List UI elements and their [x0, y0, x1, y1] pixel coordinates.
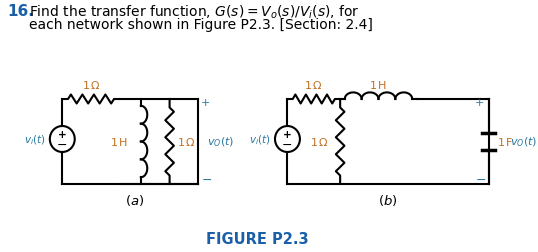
- Text: $v_O(t)$: $v_O(t)$: [509, 135, 537, 149]
- Text: $1\,\Omega$: $1\,\Omega$: [177, 136, 196, 148]
- Text: +: +: [201, 98, 210, 108]
- Text: −: −: [282, 138, 293, 151]
- Text: Find the transfer function, $G(s) = V_o(s)/V_i(s)$, for: Find the transfer function, $G(s) = V_o(…: [29, 4, 359, 21]
- Text: FIGURE P2.3: FIGURE P2.3: [207, 231, 309, 246]
- Text: $1\,\Omega$: $1\,\Omega$: [82, 79, 101, 91]
- Text: $v_i(t)$: $v_i(t)$: [24, 133, 46, 146]
- Text: −: −: [201, 173, 212, 186]
- Text: $1\,\Omega$: $1\,\Omega$: [304, 79, 323, 91]
- Text: $1\,\mathrm{H}$: $1\,\mathrm{H}$: [370, 79, 387, 91]
- Text: +: +: [58, 130, 67, 139]
- Text: −: −: [475, 173, 486, 186]
- Text: $1\,\Omega$: $1\,\Omega$: [310, 136, 329, 148]
- Text: $(b)$: $(b)$: [378, 192, 398, 207]
- Text: $v_i(t)$: $v_i(t)$: [250, 133, 271, 146]
- Text: +: +: [475, 98, 485, 108]
- Text: each network shown in Figure P2.3. [Section: 2.4]: each network shown in Figure P2.3. [Sect…: [29, 18, 373, 32]
- Text: $v_O(t)$: $v_O(t)$: [207, 135, 234, 149]
- Text: 16.: 16.: [8, 4, 34, 19]
- Text: $1\,\mathrm{F}$: $1\,\mathrm{F}$: [497, 136, 514, 148]
- Text: $1\,\mathrm{H}$: $1\,\mathrm{H}$: [110, 136, 129, 148]
- Text: −: −: [57, 138, 68, 151]
- Text: $(a)$: $(a)$: [125, 192, 145, 207]
- Text: +: +: [283, 130, 292, 139]
